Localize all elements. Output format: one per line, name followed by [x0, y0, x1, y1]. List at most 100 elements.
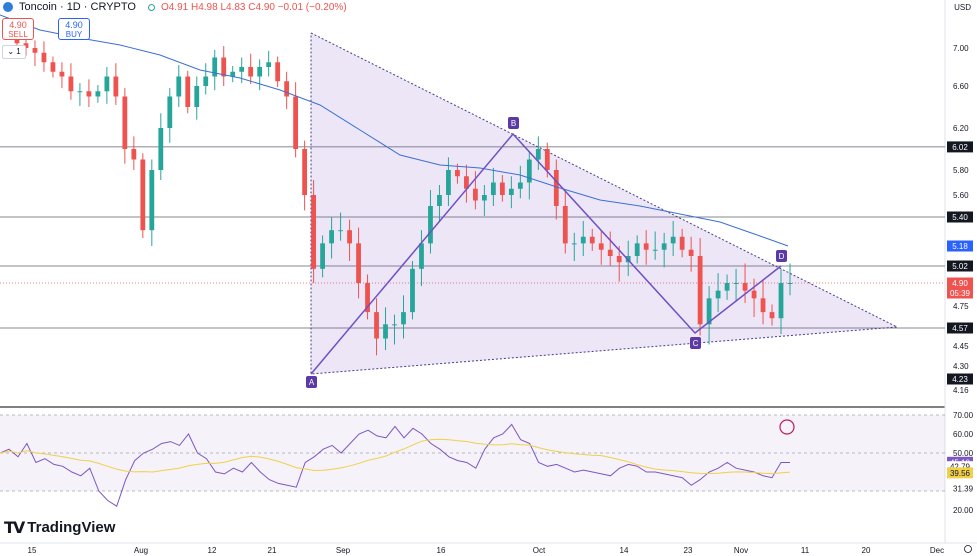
price-axis-badge [947, 373, 973, 385]
candle-body [365, 283, 370, 313]
rsi-ma-line [0, 438, 791, 475]
candle-body [706, 298, 712, 325]
candle-body [257, 67, 263, 77]
time-tick-label: 21 [268, 546, 277, 555]
abcd-leg-line [694, 265, 782, 334]
pattern-point-badge [690, 337, 701, 349]
time-tick-label: 20 [862, 546, 871, 555]
candle-body [113, 76, 119, 97]
candle-body [724, 283, 730, 291]
triangle-pattern-fill [311, 33, 897, 374]
candle-body [455, 170, 460, 177]
price-axis-badge-label: 6.02 [952, 143, 968, 152]
candle-body [284, 81, 290, 97]
price-tick-label: 4.75 [953, 302, 969, 311]
sell-price: 4.90 [9, 20, 27, 30]
candle-body [203, 76, 209, 86]
pattern-point-label: B [511, 119, 516, 128]
candle-body [751, 290, 757, 299]
time-tick-label: Aug [134, 546, 148, 555]
pattern-point-label: A [309, 378, 315, 387]
time-tick-label: Sep [336, 546, 351, 555]
settings-gear-icon [964, 545, 972, 553]
candle-body [679, 236, 685, 250]
candle-body [589, 236, 595, 244]
candle-body [401, 312, 406, 325]
candle-body [715, 290, 721, 299]
candle-body [23, 43, 29, 48]
pattern-point-badge [776, 250, 787, 262]
price-axis-badge-label: 5.02 [952, 262, 968, 271]
candle-body [293, 96, 299, 149]
candle-body [598, 243, 604, 250]
candle-body [41, 52, 47, 63]
candle-body [688, 249, 694, 256]
candle-body [347, 230, 352, 244]
pattern-point-badge [508, 117, 519, 129]
rsi-tick-label: 31.39 [953, 484, 974, 493]
rsi-tick-label: 50.00 [953, 449, 974, 458]
tradingview-wordmark: TradingView [27, 519, 116, 536]
rsi-value-badge [947, 467, 973, 479]
price-axis-badge [947, 322, 973, 334]
rsi-tick-label: 60.00 [953, 430, 974, 439]
candle-body [652, 249, 658, 251]
ohlc-values: O4.91 H4.98 L4.83 C4.90 −0.01 (−0.20%) [160, 1, 347, 13]
candle-body [508, 188, 514, 195]
price-axis-badge [947, 211, 973, 223]
candle-body [32, 48, 38, 53]
chart-header: Toncoin · 1D · CRYPTO O4.91 H4.98 L4.83 … [0, 0, 347, 14]
indicator-collapse-toggle[interactable]: ⌄ 1 [2, 45, 26, 59]
candle-body [733, 283, 739, 284]
axis-currency-label[interactable]: USD [954, 3, 971, 12]
candle-body [131, 149, 137, 160]
price-axis-badge-label: 4.57 [952, 324, 968, 333]
rsi-line [0, 423, 790, 507]
rsi-value-label: 39.56 [950, 469, 971, 478]
candle-body [634, 243, 640, 256]
candle-body [697, 256, 703, 325]
candle-body [302, 149, 308, 195]
sell-button[interactable]: 4.90 SELL [2, 18, 34, 40]
market-status-icon [147, 3, 155, 11]
candle-body [356, 243, 361, 283]
candle-body [68, 76, 74, 92]
price-tick-label: 4.45 [953, 342, 969, 351]
candle-body [446, 170, 451, 195]
candle-body [158, 128, 164, 170]
candle-body [104, 76, 110, 92]
candle-body [481, 195, 487, 201]
time-tick-label: 12 [208, 546, 217, 555]
candle-body [392, 324, 397, 326]
candle-body [616, 256, 622, 263]
rsi-tick-label: 70.00 [953, 411, 974, 420]
price-tick-label: 5.80 [953, 166, 969, 175]
time-tick-label: 23 [684, 546, 693, 555]
price-axis-badge-label: 5.18 [952, 242, 968, 251]
candle-body [374, 312, 379, 339]
candle-body [86, 91, 92, 97]
candle-body [266, 62, 272, 67]
time-tick-label: 15 [28, 546, 37, 555]
candle-body [428, 206, 433, 244]
candle-body [122, 96, 128, 149]
price-axis-badge [947, 141, 973, 153]
tradingview-logo[interactable]: TV TradingView [4, 518, 115, 537]
pattern-point-label: C [693, 339, 699, 348]
candle-body [59, 71, 65, 77]
candle-body [517, 182, 523, 189]
candle-body [95, 91, 101, 97]
time-tick-label: Dec [930, 546, 944, 555]
buy-button[interactable]: 4.90 BUY [58, 18, 90, 40]
candle-body [535, 149, 541, 160]
symbol-title[interactable]: Toncoin · 1D · CRYPTO [19, 1, 136, 13]
price-axis-badge-label: 05:39 [950, 289, 971, 298]
candle-body [383, 324, 388, 339]
candle-body [50, 62, 56, 72]
rsi-value-label: 42.79 [950, 463, 971, 472]
alert-flash-icon [779, 419, 795, 435]
price-axis-badge [947, 240, 973, 252]
candle-body [212, 57, 218, 77]
rsi-tick-label: 20.00 [953, 506, 974, 515]
